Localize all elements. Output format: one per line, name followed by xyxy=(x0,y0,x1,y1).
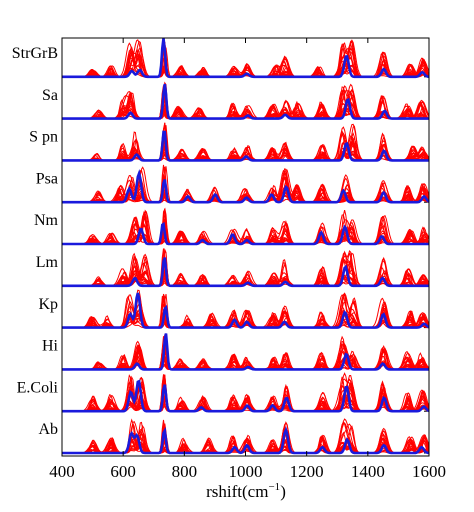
row-label-0: StrGrB xyxy=(12,45,58,62)
row-labels: StrGrB Sa S pn Psa Nm Lm Kp Hi E.Coli Ab xyxy=(12,45,429,454)
row-0-sample-spectrum-14 xyxy=(62,49,429,78)
row-label-7: Hi xyxy=(42,338,59,355)
spectra-curves xyxy=(62,38,429,455)
row-label-8: E.Coli xyxy=(17,379,59,396)
row-2-mean-spectrum xyxy=(62,130,429,162)
row-label-1: Sa xyxy=(42,87,58,104)
row-2-spectra xyxy=(62,122,429,162)
x-axis: 400 600 800 1000 1200 1400 1600 xyxy=(49,38,446,481)
row-0-spectra xyxy=(62,38,429,79)
row-7-sample-spectrum-2 xyxy=(62,335,429,370)
row-4-mean-spectrum xyxy=(62,221,429,246)
row-4-spectra xyxy=(62,207,429,246)
row-1-mean-spectrum xyxy=(62,83,429,120)
x-tick-label-1000: 1000 xyxy=(229,462,263,481)
row-label-2: S pn xyxy=(29,129,58,146)
row-label-9: Ab xyxy=(38,421,58,438)
x-tick-label-400: 400 xyxy=(49,462,75,481)
row-3-mean-spectrum xyxy=(62,168,429,204)
row-8-mean-spectrum xyxy=(62,379,429,413)
row-8-spectra xyxy=(62,372,429,413)
row-label-5: Lm xyxy=(36,254,59,271)
row-0-mean-spectrum xyxy=(62,38,429,79)
row-9-spectra xyxy=(62,418,429,455)
row-6-mean-spectrum xyxy=(62,292,429,329)
plot-area xyxy=(61,37,430,457)
x-tick-label-1600: 1600 xyxy=(412,462,446,481)
row-label-6: Kp xyxy=(38,296,58,313)
row-5-sample-spectrum-8 xyxy=(62,257,429,287)
x-tick-label-1200: 1200 xyxy=(290,462,324,481)
row-2-sample-spectrum-9 xyxy=(62,125,429,161)
row-label-4: Nm xyxy=(34,212,59,229)
x-tick-label-600: 600 xyxy=(110,462,136,481)
x-tick-label-800: 800 xyxy=(172,462,198,481)
row-1-spectra xyxy=(62,81,429,120)
x-axis-label: rshift(cm−1) xyxy=(206,481,286,501)
plot-frame xyxy=(61,37,430,457)
row-label-3: Psa xyxy=(36,170,58,187)
x-tick-label-1400: 1400 xyxy=(351,462,385,481)
row-3-spectra xyxy=(62,164,429,204)
row-7-mean-spectrum xyxy=(62,333,429,371)
row-4-sample-spectrum-16 xyxy=(62,209,429,245)
row-5-spectra xyxy=(62,247,429,288)
row-7-spectra xyxy=(62,333,429,371)
row-5-mean-spectrum xyxy=(62,257,429,288)
row-6-spectra xyxy=(62,289,429,329)
